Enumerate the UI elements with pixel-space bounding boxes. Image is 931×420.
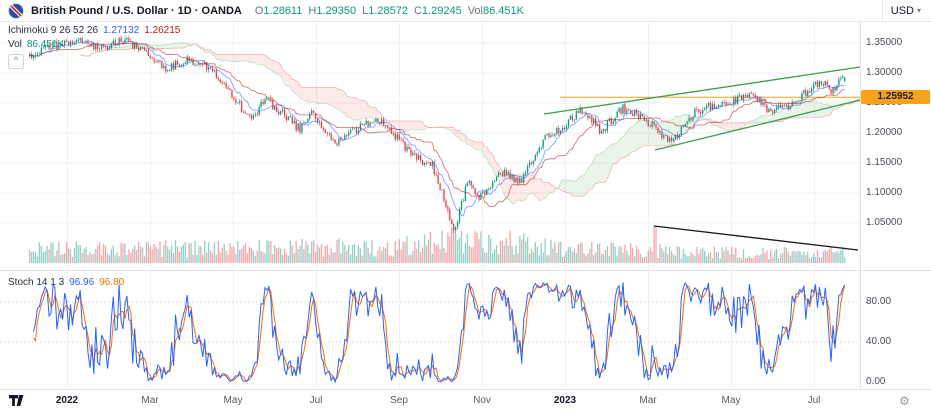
price-axis-label: 1.20000 <box>866 127 903 138</box>
rising-wedge-upper <box>543 66 861 115</box>
high-value: 1.29350 <box>316 4 357 17</box>
stoch-legend[interactable]: Stoch 14 1 3 96.96 96.80 <box>8 277 124 288</box>
settings-gear-icon[interactable]: ⚙ <box>899 394 910 408</box>
gbpusd-flag-icon[interactable] <box>8 2 24 19</box>
symbol-title[interactable]: British Pound / U.S. Dollar · 1D · OANDA <box>31 4 242 17</box>
price-axis-label: 1.35000 <box>866 37 903 48</box>
open-value: 1.28611 <box>263 4 303 17</box>
volume-bars <box>29 226 846 263</box>
currency-selector[interactable]: USD ▾ <box>881 0 921 21</box>
volume-label: Vol <box>467 4 483 17</box>
pane-collapse-button[interactable]: ^ <box>8 54 24 69</box>
time-axis-label: Mar <box>639 395 657 406</box>
ichimoku-title[interactable]: Ichimoku 9 26 52 26 <box>8 25 99 36</box>
volume-legend[interactable]: Vol 86.451K <box>8 39 64 50</box>
stoch-axis-label: 0.00 <box>866 376 886 387</box>
ichimoku-conversion-value: 1.27132 <box>103 25 140 36</box>
time-axis-label: 2023 <box>553 395 577 406</box>
ichimoku-legend[interactable]: Ichimoku 9 26 52 26 1.27132 1.26215 <box>8 25 180 36</box>
price-axis-label: 1.30000 <box>866 67 903 78</box>
stoch-axis-label: 40.00 <box>866 336 892 347</box>
time-axis-label: May <box>223 395 243 406</box>
tradingview-logo[interactable] <box>8 393 32 409</box>
time-axis-label: Mar <box>141 395 159 406</box>
ichimoku-lines <box>29 40 845 217</box>
time-axis-label: 2022 <box>55 395 79 406</box>
stoch-k-value: 96.96 <box>69 277 95 288</box>
ichimoku-cloud <box>80 42 860 204</box>
volume-value: 86.451K <box>482 4 524 17</box>
rising-wedge-lower <box>654 99 861 151</box>
ohlc-readout: O 1.28611 H 1.29350 L 1.28572 C 1.29245 Vol 8… <box>249 5 524 17</box>
high-label: H <box>308 4 317 17</box>
ichimoku-base-value: 1.26215 <box>144 25 181 36</box>
price-axis-label: 1.05000 <box>866 217 903 228</box>
close-value: 1.29245 <box>421 4 462 17</box>
time-axis-label: Jul <box>309 395 323 406</box>
time-axis-label: May <box>721 395 741 406</box>
price-axis-label: 1.10000 <box>866 187 903 198</box>
low-value: 1.28572 <box>368 4 408 17</box>
time-axis-label: Jul <box>807 395 821 406</box>
currency-label: USD <box>890 4 914 17</box>
close-label: C <box>413 4 422 17</box>
stochastic-pane <box>33 281 846 384</box>
volume-trendline <box>653 225 859 251</box>
stoch-d-value: 96.80 <box>99 277 125 288</box>
volume-indicator-title[interactable]: Vol <box>8 39 22 50</box>
stoch-title[interactable]: Stoch 14 1 3 <box>8 277 65 288</box>
chevron-down-icon: ▾ <box>916 6 921 15</box>
current-price-badge: 1.25952 <box>861 90 930 105</box>
low-label: L <box>362 4 369 17</box>
price-axis-label: 1.15000 <box>866 157 903 168</box>
open-label: O <box>254 4 264 17</box>
time-axis-label: Sep <box>390 395 408 406</box>
time-axis-label: Nov <box>473 395 491 406</box>
stoch-axis-label: 80.00 <box>866 296 892 307</box>
volume-indicator-value: 86.451K <box>26 39 65 50</box>
top-toolbar: British Pound / U.S. Dollar · 1D · OANDA… <box>0 0 931 22</box>
